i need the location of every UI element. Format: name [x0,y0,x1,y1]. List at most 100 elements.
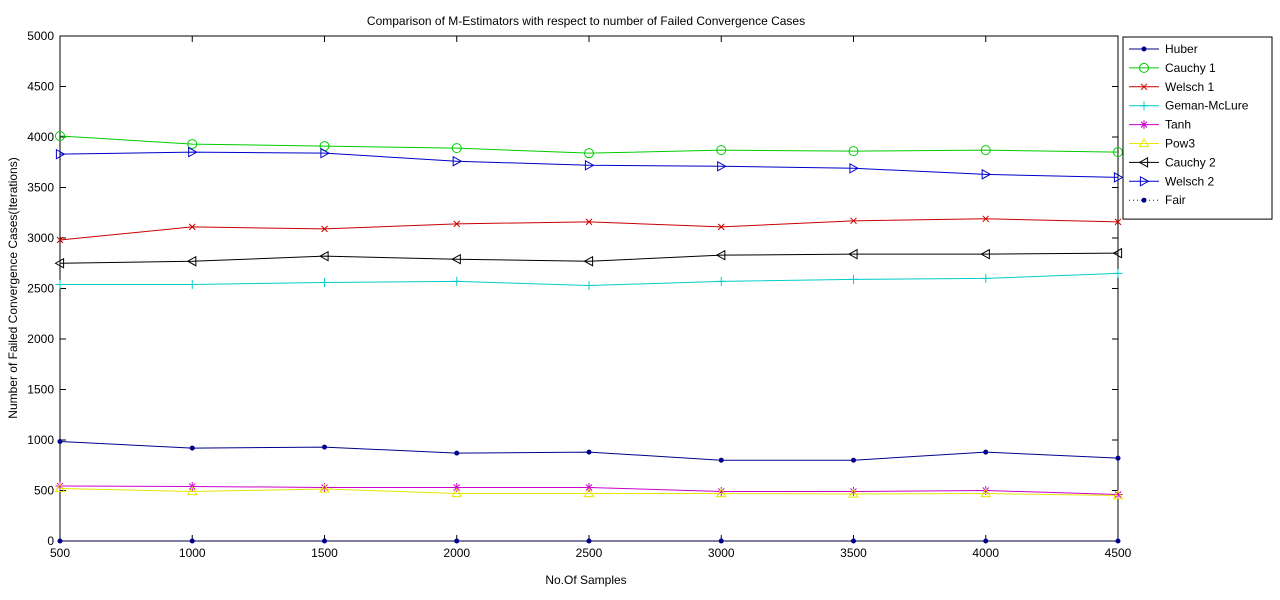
data-point-huber [57,439,63,445]
series-line-pow3 [59,487,1119,497]
series-huber [57,439,1121,463]
data-point-geman-mclure [452,276,462,286]
data-point-welsch-2 [717,160,727,172]
legend-box [1122,36,1273,220]
legend-label: Welsch 2 [1165,174,1214,188]
y-tick-label: 4500 [27,80,54,94]
data-point-cauchy-2 [715,249,726,261]
data-point-cauchy-2 [583,255,594,267]
data-point-cauchy-1 [980,145,991,156]
data-point-cauchy-1 [55,130,65,141]
legend-entry-fair: Fair [1129,193,1186,207]
data-point-pow3 [980,488,992,498]
x-tick-label: 1500 [311,546,338,560]
series-fair [57,538,1121,544]
legend-entry-tanh: Tanh [1129,118,1191,132]
data-point-fair [718,538,724,544]
data-point-fair [586,538,592,544]
legend-label: Welsch 1 [1165,80,1214,94]
x-tick-label: 4000 [972,546,999,560]
data-point-fair [57,538,63,544]
x-axis-label: No.Of Samples [545,573,626,587]
data-point-welsch-2 [188,146,198,158]
legend-marker [1139,62,1149,73]
legend-marker [1139,120,1149,130]
data-point-geman-mclure [716,276,726,286]
legend-entry-pow3: Pow3 [1129,137,1195,151]
series-line-welsch-2 [59,151,1119,178]
legend-entry-huber: Huber [1129,42,1198,56]
y-tick-label: 2500 [27,282,54,296]
data-point-welsch-2 [849,162,860,174]
data-point-huber [586,449,592,455]
data-point-geman-mclure [55,279,65,289]
data-point-tanh [716,487,726,497]
data-point-pow3 [451,488,463,498]
data-point-huber [983,449,989,455]
y-tick-label: 3500 [27,181,54,195]
data-point-welsch-1 [453,220,461,228]
legend-entry-geman-mclure: Geman-McLure [1129,99,1249,113]
y-axis-label: Number of Failed Convergence Cases(Itera… [6,157,20,418]
legend-marker [1141,46,1147,52]
data-point-geman-mclure [981,273,991,283]
data-point-geman-mclure [1113,268,1123,278]
legend-marker [1139,175,1150,187]
data-point-pow3 [848,488,859,498]
series-welsch-2 [55,146,1124,183]
axes: 500 1000 1500 2000 2500 3000 3500 4000 450005001… [27,29,1131,560]
data-point-welsch-2 [55,148,66,160]
series-line-cauchy-1 [59,135,1119,154]
series-geman-mclure [55,268,1123,290]
data-point-huber [454,450,460,456]
data-point-pow3 [583,488,595,498]
y-tick-label: 1500 [27,383,54,397]
y-tick-label: 2000 [27,332,54,346]
data-point-welsch-2 [320,147,331,159]
legend-marker [1140,83,1148,91]
x-tick-label: 2500 [576,546,603,560]
data-point-welsch-1 [585,218,593,226]
data-point-geman-mclure [849,274,858,284]
data-point-cauchy-2 [54,257,65,269]
legend-marker [1138,157,1149,168]
legend-marker [1141,197,1147,203]
legend-entry-cauchy-2: Cauchy 2 [1129,155,1216,169]
x-tick-label: 1000 [179,546,206,560]
series-cauchy-1 [55,130,1123,159]
data-point-fair [454,538,460,544]
legend-entry-cauchy-1: Cauchy 1 [1129,61,1216,75]
data-point-cauchy-1 [848,146,859,157]
data-point-geman-mclure [320,277,329,287]
y-tick-label: 3000 [27,231,54,245]
series-welsch-1 [56,215,1122,244]
data-point-cauchy-2 [186,255,197,267]
data-point-huber [851,457,856,463]
data-point-geman-mclure [584,280,594,290]
data-point-pow3 [1112,490,1124,500]
x-tick-label: 500 [50,546,70,560]
data-point-fair [983,538,989,544]
data-point-pow3 [319,483,330,493]
legend-entry-welsch-1: Welsch 1 [1129,80,1214,94]
data-point-fair [322,538,327,544]
data-point-cauchy-2 [847,248,858,260]
data-point-geman-mclure [187,279,197,289]
data-point-cauchy-1 [451,143,462,154]
y-tick-label: 0 [47,534,54,548]
x-tick-label: 3000 [708,546,735,560]
y-tick-label: 500 [34,484,54,498]
y-tick-label: 4000 [27,130,54,144]
x-tick-label: 2000 [443,546,470,560]
series-layer [54,130,1124,544]
legend-entry-welsch-2: Welsch 2 [1129,174,1214,188]
legend-label: Cauchy 2 [1165,155,1216,169]
legend-marker [1139,101,1149,111]
y-tick-label: 1000 [27,433,54,447]
data-point-welsch-1 [850,217,857,225]
data-point-tanh [55,481,65,491]
data-point-huber [189,445,195,451]
data-point-welsch-2 [584,159,595,171]
data-point-tanh [584,482,594,492]
